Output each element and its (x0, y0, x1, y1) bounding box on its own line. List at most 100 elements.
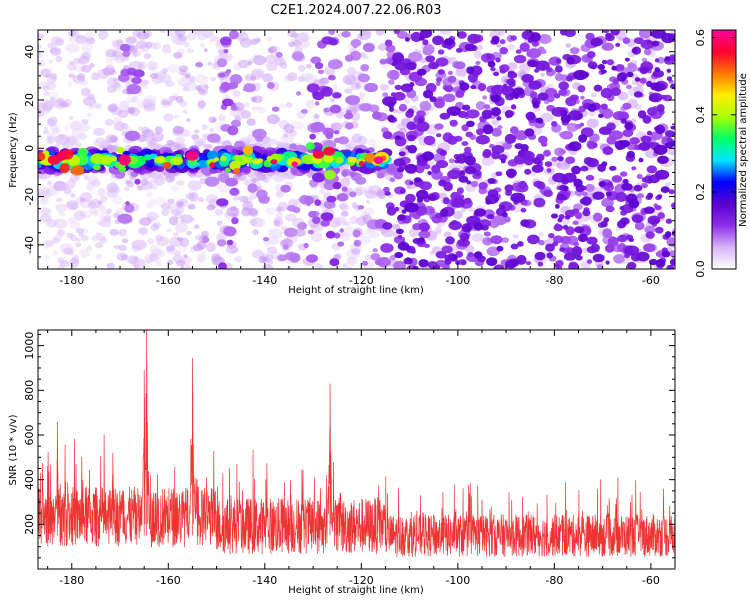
heatmap-cell (147, 162, 154, 168)
heatmap-cell (171, 209, 181, 217)
heatmap-cell (466, 66, 475, 75)
heatmap-cell (42, 91, 50, 96)
heatmap-cell (55, 203, 68, 212)
heatmap-cell (628, 199, 640, 209)
heatmap-cell (297, 222, 308, 230)
heatmap-cell (590, 65, 597, 70)
heatmap-cell (446, 106, 461, 116)
heatmap-cell (515, 49, 522, 54)
heatmap-cell (540, 141, 548, 147)
heatmap-cell (69, 120, 82, 131)
heatmap-cell (314, 263, 323, 269)
heatmap-cell (524, 168, 532, 175)
heatmap-cell (612, 78, 619, 85)
heatmap-cell (539, 113, 554, 123)
heatmap-cell (170, 185, 179, 192)
heatmap-cell (519, 42, 530, 52)
heatmap-cell (447, 169, 462, 180)
snr-x-ticks: -180 -160 -140 -120 -100 -80 -60 (47, 330, 676, 587)
heatmap-cell (94, 103, 102, 109)
heatmap-cell (308, 210, 317, 218)
heatmap-cell (473, 50, 483, 59)
heatmap-cell (429, 96, 437, 103)
heatmap-y-axis-label: Frequency (Hz) (8, 112, 19, 188)
heatmap-cell (303, 242, 309, 249)
heatmap-cell (376, 189, 387, 200)
heatmap-cell (447, 70, 453, 76)
heatmap-cell (332, 181, 342, 190)
heatmap-y-ticks: -40 -20 0 20 40 (23, 39, 675, 270)
heatmap-cell (38, 33, 44, 40)
heatmap-cell (558, 149, 566, 155)
heatmap-cell (98, 205, 106, 212)
heatmap-cell (251, 177, 257, 183)
heatmap-cell (601, 59, 608, 65)
heatmap-cell (654, 67, 661, 73)
heatmap-cell (231, 217, 239, 225)
heatmap-cell (62, 247, 74, 255)
heatmap-cell (555, 204, 560, 209)
heatmap-cell (466, 120, 475, 128)
heatmap-cell (201, 30, 215, 38)
heatmap-cell (266, 82, 275, 89)
heatmap-cell (438, 179, 447, 187)
heatmap-cell (634, 77, 641, 82)
heatmap-cell (263, 159, 272, 168)
heatmap-cell (323, 107, 330, 113)
heatmap-cell (99, 195, 108, 203)
heatmap-cell (187, 203, 196, 210)
y-tick-label: 0 (23, 145, 36, 152)
heatmap-cell (499, 39, 506, 45)
heatmap-cell (646, 39, 652, 45)
heatmap-cell (268, 228, 284, 239)
heatmap-cell (266, 156, 272, 161)
heatmap-cell (558, 81, 569, 90)
heatmap-cell (379, 83, 389, 91)
heatmap-cell (598, 126, 612, 135)
heatmap-cell (119, 43, 131, 52)
heatmap-cell (262, 237, 270, 242)
heatmap-cell (162, 161, 172, 170)
heatmap-cell (307, 229, 314, 235)
heatmap-cell (65, 42, 80, 54)
heatmap-cell (458, 175, 469, 183)
heatmap-cell (604, 244, 615, 253)
heatmap-cell (160, 202, 171, 210)
heatmap-cell (510, 192, 526, 203)
heatmap-cell (560, 114, 572, 123)
heatmap-cell (89, 207, 99, 214)
heatmap-cell (145, 202, 155, 209)
heatmap-cell (398, 151, 406, 157)
heatmap-cell (131, 239, 147, 250)
heatmap-cell (214, 208, 224, 216)
heatmap-cell (41, 85, 49, 91)
heatmap-cell (452, 254, 458, 259)
heatmap-cell (451, 197, 466, 208)
heatmap-cell (422, 39, 429, 46)
heatmap-cell (670, 125, 675, 130)
heatmap-cell (52, 250, 59, 255)
heatmap-cell (134, 178, 141, 185)
heatmap-cell (218, 48, 225, 55)
heatmap-cell (78, 133, 88, 140)
heatmap-cell (490, 94, 501, 103)
heatmap-cell (53, 180, 66, 191)
heatmap-cell (578, 134, 588, 143)
heatmap-cell (185, 151, 199, 161)
heatmap-cell (603, 217, 610, 223)
heatmap-cell (139, 217, 152, 226)
heatmap-cell (392, 223, 401, 231)
heatmap-cell (405, 193, 416, 203)
heatmap-cell (502, 142, 513, 150)
heatmap-cell (40, 207, 52, 215)
heatmap-cell (654, 58, 660, 63)
heatmap-cell (401, 209, 407, 214)
heatmap-cell (38, 109, 44, 118)
heatmap-cell (38, 164, 42, 169)
heatmap-cell (471, 233, 485, 243)
heatmap-cell (145, 259, 152, 264)
heatmap-cell (89, 198, 102, 209)
heatmap-cell (417, 68, 427, 76)
heatmap-cell (339, 177, 351, 188)
